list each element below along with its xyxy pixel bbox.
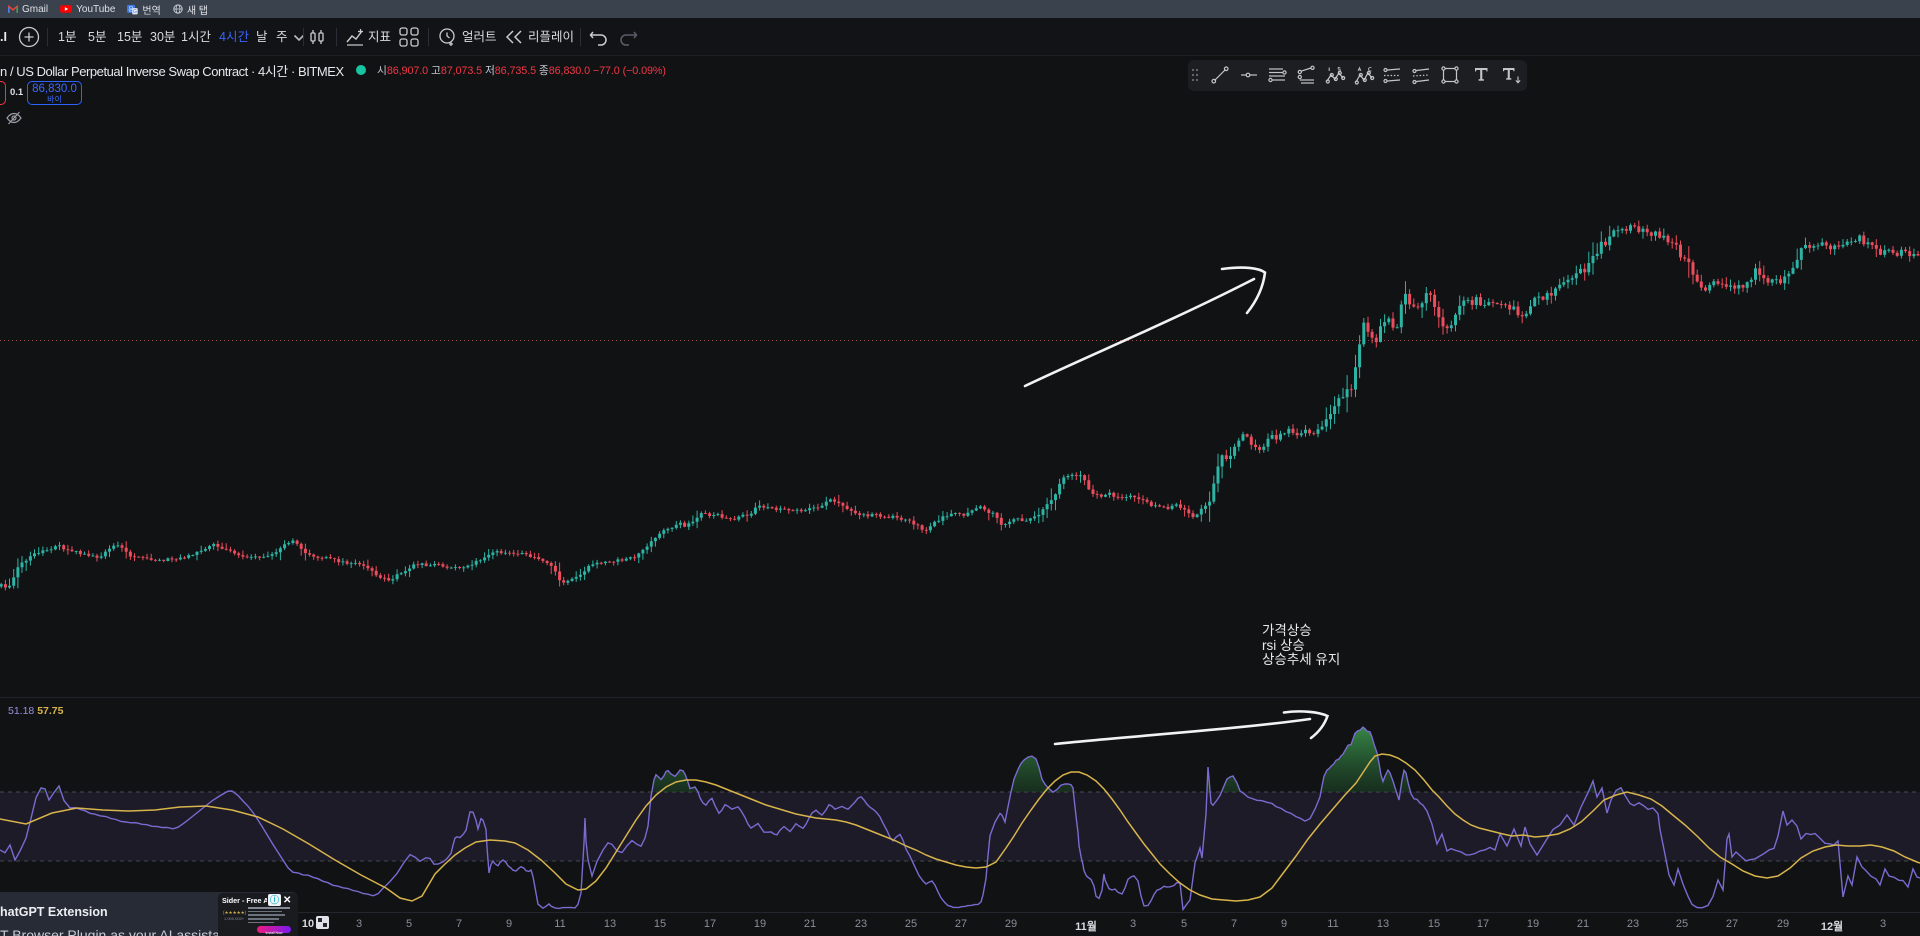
svg-text:G: G xyxy=(133,9,137,15)
svg-text:문: 문 xyxy=(129,6,135,13)
